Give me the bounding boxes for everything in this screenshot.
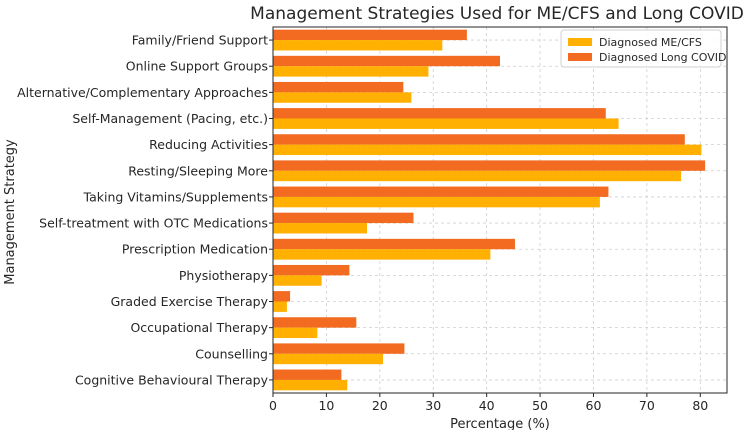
- legend-swatch: [568, 38, 592, 46]
- bar-mecfs: [273, 327, 318, 339]
- bar-long-covid: [273, 291, 291, 302]
- bar-mecfs: [273, 196, 600, 208]
- bar-mecfs: [273, 66, 429, 77]
- bar-long-covid: [273, 369, 342, 380]
- chart-title: Management Strategies Used for ME/CFS an…: [250, 4, 744, 24]
- bar-mecfs: [273, 379, 348, 391]
- bar-long-covid: [273, 81, 404, 93]
- y-tick-label: Graded Exercise Therapy: [111, 294, 269, 309]
- bar-long-covid: [273, 186, 609, 197]
- bar-mecfs: [273, 249, 491, 260]
- bar-long-covid: [273, 264, 350, 276]
- bar-long-covid: [273, 212, 414, 224]
- bar-long-covid: [273, 55, 500, 67]
- y-tick-label: Online Support Groups: [126, 59, 268, 74]
- legend-swatch: [568, 53, 592, 61]
- x-tick-label: 0: [269, 398, 277, 413]
- bar-layer: [273, 29, 706, 391]
- bar-mecfs: [273, 223, 368, 234]
- legend-label: Diagnosed Long COVID: [599, 51, 726, 64]
- x-axis-label: Percentage (%): [450, 417, 550, 430]
- x-tick-label: 70: [639, 398, 655, 413]
- x-tick-label: 10: [318, 398, 334, 413]
- legend-label: Diagnosed ME/CFS: [599, 36, 702, 49]
- plot-frame: [272, 26, 728, 394]
- bar-mecfs: [273, 92, 412, 103]
- bar-long-covid: [273, 134, 685, 145]
- bar-mecfs: [273, 301, 287, 312]
- x-tick-label: 30: [425, 398, 441, 413]
- x-tick-label: 60: [586, 398, 602, 413]
- y-tick-label: Occupational Therapy: [130, 320, 268, 335]
- bar-mecfs: [273, 275, 322, 286]
- grid-layer: [272, 27, 727, 393]
- legend: Diagnosed ME/CFS Diagnosed Long COVID: [560, 29, 726, 68]
- y-tick-label: Counselling: [195, 346, 268, 361]
- y-axis-label: Management Strategy: [3, 139, 18, 285]
- y-tick-label: Self-treatment with OTC Medications: [39, 216, 268, 231]
- y-tick-label: Resting/Sleeping More: [128, 163, 268, 178]
- bar-mecfs: [273, 144, 702, 156]
- bar-long-covid: [273, 29, 467, 41]
- x-tick-label: 50: [532, 398, 548, 413]
- legend-box: [560, 29, 722, 68]
- x-tick-label: 20: [372, 398, 388, 413]
- bar-mecfs: [273, 170, 682, 182]
- bar-long-covid: [273, 238, 515, 250]
- y-tick-label: Cognitive Behavioural Therapy: [75, 372, 269, 387]
- bar-long-covid: [273, 108, 606, 119]
- bar-long-covid: [273, 343, 405, 354]
- x-tick-label: 80: [692, 398, 708, 413]
- y-tick-label: Physiotherapy: [179, 268, 269, 283]
- bar-long-covid: [273, 317, 357, 328]
- y-tick-label: Alternative/Complementary Approaches: [17, 85, 268, 100]
- y-tick-label: Taking Vitamins/Supplements: [83, 189, 268, 204]
- y-tick-label: Family/Friend Support: [132, 33, 268, 48]
- bar-long-covid: [273, 160, 706, 171]
- bar-mecfs: [273, 353, 384, 365]
- y-tick-label: Self-Management (Pacing, etc.): [72, 111, 268, 126]
- bar-mecfs: [273, 118, 619, 129]
- bar-mecfs: [273, 40, 443, 51]
- y-tick-label: Reducing Activities: [149, 137, 268, 152]
- y-tick-label: Prescription Medication: [122, 242, 268, 257]
- x-tick-label: 40: [479, 398, 495, 413]
- axis-layer: 0 10 20 30 40 50 60 70 80 Family/Friend Support On…: [17, 26, 728, 413]
